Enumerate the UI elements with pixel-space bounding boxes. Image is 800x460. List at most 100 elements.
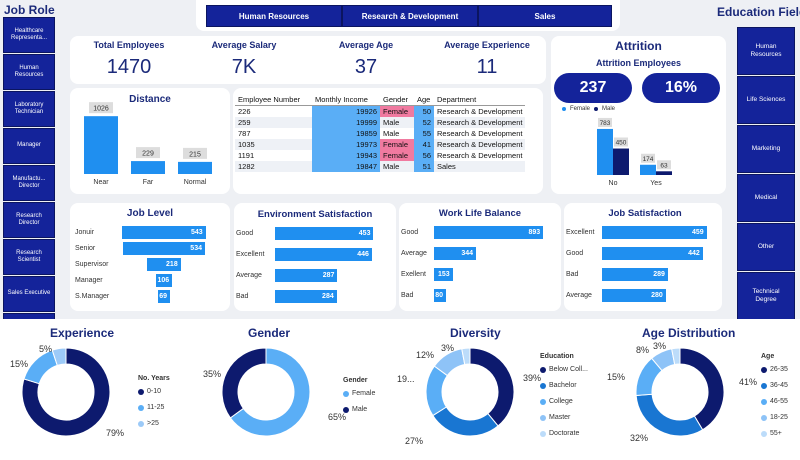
education-field-item[interactable]: Medical <box>737 174 795 222</box>
education-field-item[interactable]: Human Resources <box>737 27 795 75</box>
donut-legend-item[interactable]: 0-10 <box>138 385 161 398</box>
job-role-item[interactable]: Healthcare Representa... <box>3 17 55 53</box>
donut-slice[interactable] <box>51 347 67 367</box>
cell-employee-number: 787 <box>238 129 251 138</box>
donut-slice[interactable] <box>679 347 725 431</box>
tab-human-resources[interactable]: Human Resources <box>206 5 342 27</box>
donut-legend-item[interactable]: Below Coll... <box>540 363 588 376</box>
legend-dot-icon <box>343 406 349 413</box>
tab-sales[interactable]: Sales <box>478 5 612 27</box>
donut-legend-item[interactable]: Male <box>343 403 367 416</box>
hbar-category-label: Average <box>566 292 592 299</box>
cell-employee-number: 1035 <box>238 140 255 149</box>
distance-value-box <box>136 147 160 159</box>
donut-legend-label: >25 <box>147 420 159 427</box>
hbar-bar[interactable]: 893 <box>434 226 544 239</box>
job-role-item[interactable]: Sales Executive <box>3 276 55 312</box>
donut-legend-title: No. Years <box>138 375 170 382</box>
attrition-category-label: Yes <box>650 180 662 187</box>
distance-bar[interactable] <box>131 161 165 174</box>
donut-slice[interactable] <box>671 347 681 366</box>
job-level-title: Job Level <box>126 208 174 219</box>
hbar-bar[interactable]: 69 <box>158 290 170 303</box>
job-role-item[interactable]: Research Scientist <box>3 239 55 275</box>
legend-dot-icon <box>761 382 767 389</box>
donut-legend-item[interactable]: 46-55 <box>761 395 788 408</box>
distance-bar[interactable] <box>178 161 212 174</box>
donut-legend-item[interactable]: 26-35 <box>761 363 788 376</box>
donut-legend-item[interactable]: Bachelor <box>540 379 577 392</box>
hbar-bar[interactable]: 459 <box>602 226 707 239</box>
job-role-item[interactable]: Laboratory Technician <box>3 91 55 127</box>
table-row[interactable]: 1191 19943 Female 56 Research & Development <box>235 150 525 161</box>
col-department[interactable]: Department <box>437 95 477 104</box>
donut-slice[interactable] <box>635 393 704 437</box>
cell-monthly-income: 19973 <box>312 139 380 150</box>
donut-legend-item[interactable]: Master <box>540 411 570 424</box>
cell-monthly-income: 19999 <box>312 117 380 128</box>
hbar-bar[interactable]: 442 <box>602 247 703 260</box>
job-role-item[interactable]: Research Director <box>3 202 55 238</box>
table-row[interactable]: 787 19859 Male 55 Research & Development <box>235 128 525 139</box>
hbar-bar[interactable]: 453 <box>275 227 374 240</box>
hbar-bar[interactable]: 543 <box>122 226 206 239</box>
education-field-item[interactable]: Marketing <box>737 125 795 173</box>
donut-legend-item[interactable]: College <box>540 395 573 408</box>
donut-slice[interactable] <box>461 347 471 366</box>
hbar-bar[interactable]: 446 <box>275 248 372 261</box>
donut-legend-item[interactable]: 11-25 <box>138 401 164 414</box>
hbar-bar[interactable]: 289 <box>602 268 668 281</box>
donut-legend-item[interactable]: >25 <box>138 417 159 430</box>
hbar-bar[interactable]: 344 <box>434 247 477 260</box>
attrition-bar[interactable] <box>656 171 672 175</box>
hbar-bar[interactable]: 280 <box>602 289 666 302</box>
donut-slice[interactable] <box>229 347 311 437</box>
hbar-category-label: Bad <box>566 271 579 278</box>
donut-legend-item[interactable]: 55+ <box>761 427 782 440</box>
col-gender[interactable]: Gender <box>383 95 409 104</box>
donut-legend-item[interactable]: 18-25 <box>761 411 788 424</box>
hbar-bar[interactable]: 287 <box>275 269 338 282</box>
hbar-category-label: Average <box>236 272 262 279</box>
donut-slice-label: 19... <box>397 374 415 384</box>
attrition-legend-male: Male <box>602 106 616 112</box>
col-employee-number[interactable]: Employee Number <box>238 95 301 104</box>
distance-bar[interactable] <box>84 116 118 174</box>
hbar-bar[interactable]: 534 <box>122 242 205 255</box>
education-field-item[interactable]: Life Sciences <box>737 76 795 124</box>
cell-age: 50 <box>414 105 434 117</box>
legend-dot-icon <box>138 388 144 395</box>
table-row[interactable]: 1035 19973 Female 41 Research & Development <box>235 139 526 150</box>
col-monthly-income[interactable]: Monthly Income <box>315 95 368 104</box>
donut-chart: 65% 35% <box>203 347 346 437</box>
hbar-bar[interactable]: 80 <box>434 289 446 302</box>
donut-slice[interactable] <box>221 347 267 419</box>
job-role-item[interactable]: Human Resources <box>3 54 55 90</box>
hbar-bar[interactable]: 284 <box>275 290 337 303</box>
donut-slice-label: 3% <box>441 343 454 353</box>
hbar-bar[interactable]: 218 <box>147 258 181 271</box>
hbar-bar[interactable]: 106 <box>155 274 173 287</box>
hbar-bar[interactable]: 153 <box>434 268 453 281</box>
col-age[interactable]: Age <box>417 95 431 104</box>
education-field-item[interactable]: Other <box>737 223 795 271</box>
job-role-item[interactable]: Manager <box>3 128 55 164</box>
attrition-count-badge: 237 <box>554 73 632 103</box>
table-row[interactable]: 259 19999 Male 52 Research & Development <box>235 117 526 128</box>
attrition-bar[interactable] <box>613 148 629 175</box>
education-field-item[interactable]: Technical Degree <box>737 272 795 320</box>
donut-legend-item[interactable]: Doctorate <box>540 427 579 440</box>
table-row[interactable]: 1282 19847 Male 51 Sales <box>235 161 526 172</box>
donut-legend-item[interactable]: 36-45 <box>761 379 788 392</box>
donut-legend-item[interactable]: Female <box>343 387 375 400</box>
job-role-item[interactable]: Manufactu... Director <box>3 165 55 201</box>
attrition-bar[interactable] <box>640 164 656 175</box>
donut-legend-label: Female <box>352 390 376 397</box>
donut-slice-label: 41% <box>739 377 757 387</box>
donut-slice[interactable] <box>21 347 111 437</box>
donut-legend-label: 55+ <box>770 430 782 437</box>
tab-research-development[interactable]: Research & Development <box>342 5 478 27</box>
attrition-bar[interactable] <box>597 128 613 175</box>
table-row[interactable]: 226 19926 Female 50 Research & Development <box>235 105 525 117</box>
attrition-value-box <box>657 160 671 170</box>
